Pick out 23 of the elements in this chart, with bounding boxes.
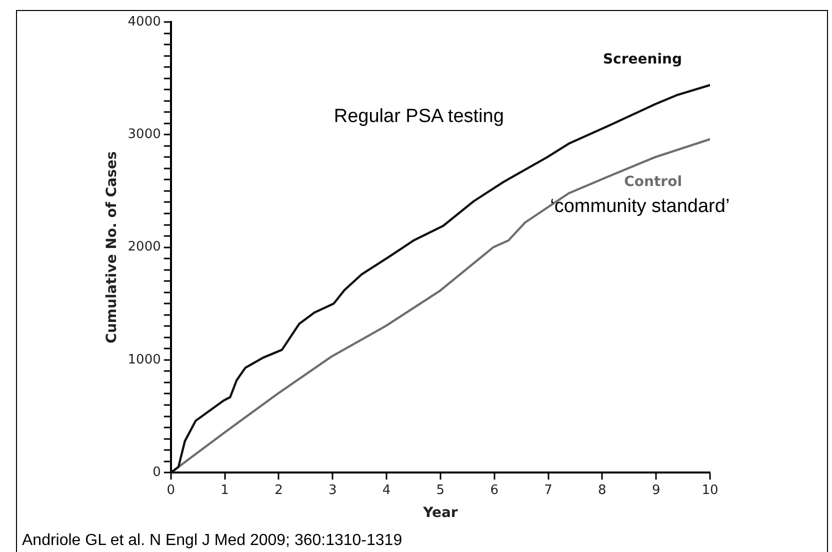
- x-tick-label: 0: [166, 482, 176, 498]
- y-tick-label: 0: [152, 464, 161, 480]
- x-tick-label: 6: [490, 482, 498, 498]
- series-label: Screening: [602, 52, 682, 68]
- y-tick-label: 2000: [128, 240, 161, 255]
- x-tick-label: 1: [220, 482, 229, 498]
- y-tick-label: 3000: [128, 127, 161, 142]
- x-tick-label: 3: [328, 482, 337, 498]
- y-tick-label: 4000: [128, 14, 161, 30]
- annotation: Regular PSA testing: [334, 106, 504, 127]
- x-tick-label: 8: [598, 482, 606, 498]
- x-tick-label: 2: [274, 482, 283, 498]
- x-tick-label: 10: [702, 482, 718, 498]
- x-axis-title: Year: [422, 505, 458, 522]
- x-tick-label: 9: [652, 482, 660, 498]
- y-axis-title: Cumulative No. of Cases: [104, 151, 120, 344]
- y-tick-label: 1000: [128, 352, 161, 368]
- series-label: Control: [624, 174, 682, 190]
- x-tick-label: 7: [544, 482, 552, 498]
- text: Andriole GL et al. N Engl J Med 2009; 360:1310-1319: [22, 532, 402, 550]
- x-tick-label: 5: [436, 482, 445, 498]
- x-tick-label: 4: [382, 482, 391, 498]
- annotation: ‘community standard’: [550, 196, 730, 217]
